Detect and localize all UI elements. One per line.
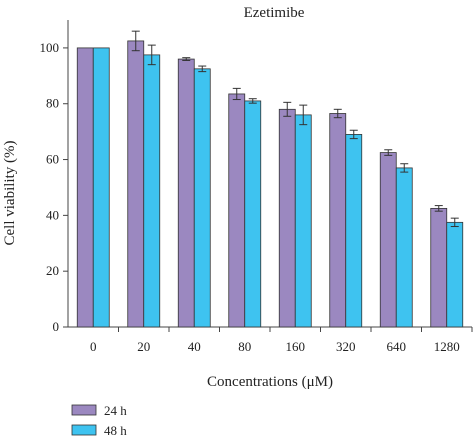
- x-tick-label: 20: [137, 339, 150, 354]
- x-tick-label: 80: [238, 339, 251, 354]
- bar-48h: [294, 114, 312, 328]
- legend-label: 24 h: [104, 403, 127, 418]
- y-axis-title: Cell viability (%): [2, 141, 18, 246]
- chart-title: Ezetimibe: [244, 5, 305, 21]
- bar-48h: [446, 221, 464, 328]
- x-tick-label: 640: [387, 339, 407, 354]
- bar-48h: [193, 68, 211, 328]
- y-tick-label: 40: [46, 207, 59, 222]
- bar-24h: [379, 152, 397, 328]
- x-tick-label: 0: [90, 339, 97, 354]
- bar-24h: [278, 108, 296, 328]
- legend-swatch: [71, 404, 97, 416]
- bar-24h: [329, 113, 347, 328]
- y-tick-label: 0: [53, 319, 60, 334]
- bar-24h: [228, 93, 246, 328]
- legend-label: 48 h: [104, 423, 127, 438]
- bar-48h: [345, 134, 363, 328]
- bar-24h: [430, 207, 448, 328]
- plot-area: 0 20 40 60 80 100 0 20 40 80 160 320 640 1280: [40, 20, 473, 354]
- x-tick-label: 1280: [434, 339, 460, 354]
- bar-24h: [127, 40, 145, 328]
- legend-swatch: [71, 424, 97, 436]
- y-tick-label: 80: [46, 96, 59, 111]
- x-tick-label: 320: [336, 339, 356, 354]
- bar-24h: [76, 47, 94, 328]
- y-tick-label: 100: [40, 40, 60, 55]
- bar-48h: [395, 167, 413, 328]
- legend: 24 h 48 h: [71, 403, 127, 438]
- bar-48h: [92, 47, 110, 328]
- y-tick-label: 60: [46, 152, 59, 167]
- bar-48h: [143, 54, 161, 328]
- bar-48h: [244, 100, 262, 328]
- x-tick-label: 160: [286, 339, 306, 354]
- bar-24h: [177, 58, 195, 328]
- x-tick-label: 40: [188, 339, 201, 354]
- y-tick-label: 20: [46, 263, 59, 278]
- x-axis-title: Concentrations (μM): [207, 374, 333, 390]
